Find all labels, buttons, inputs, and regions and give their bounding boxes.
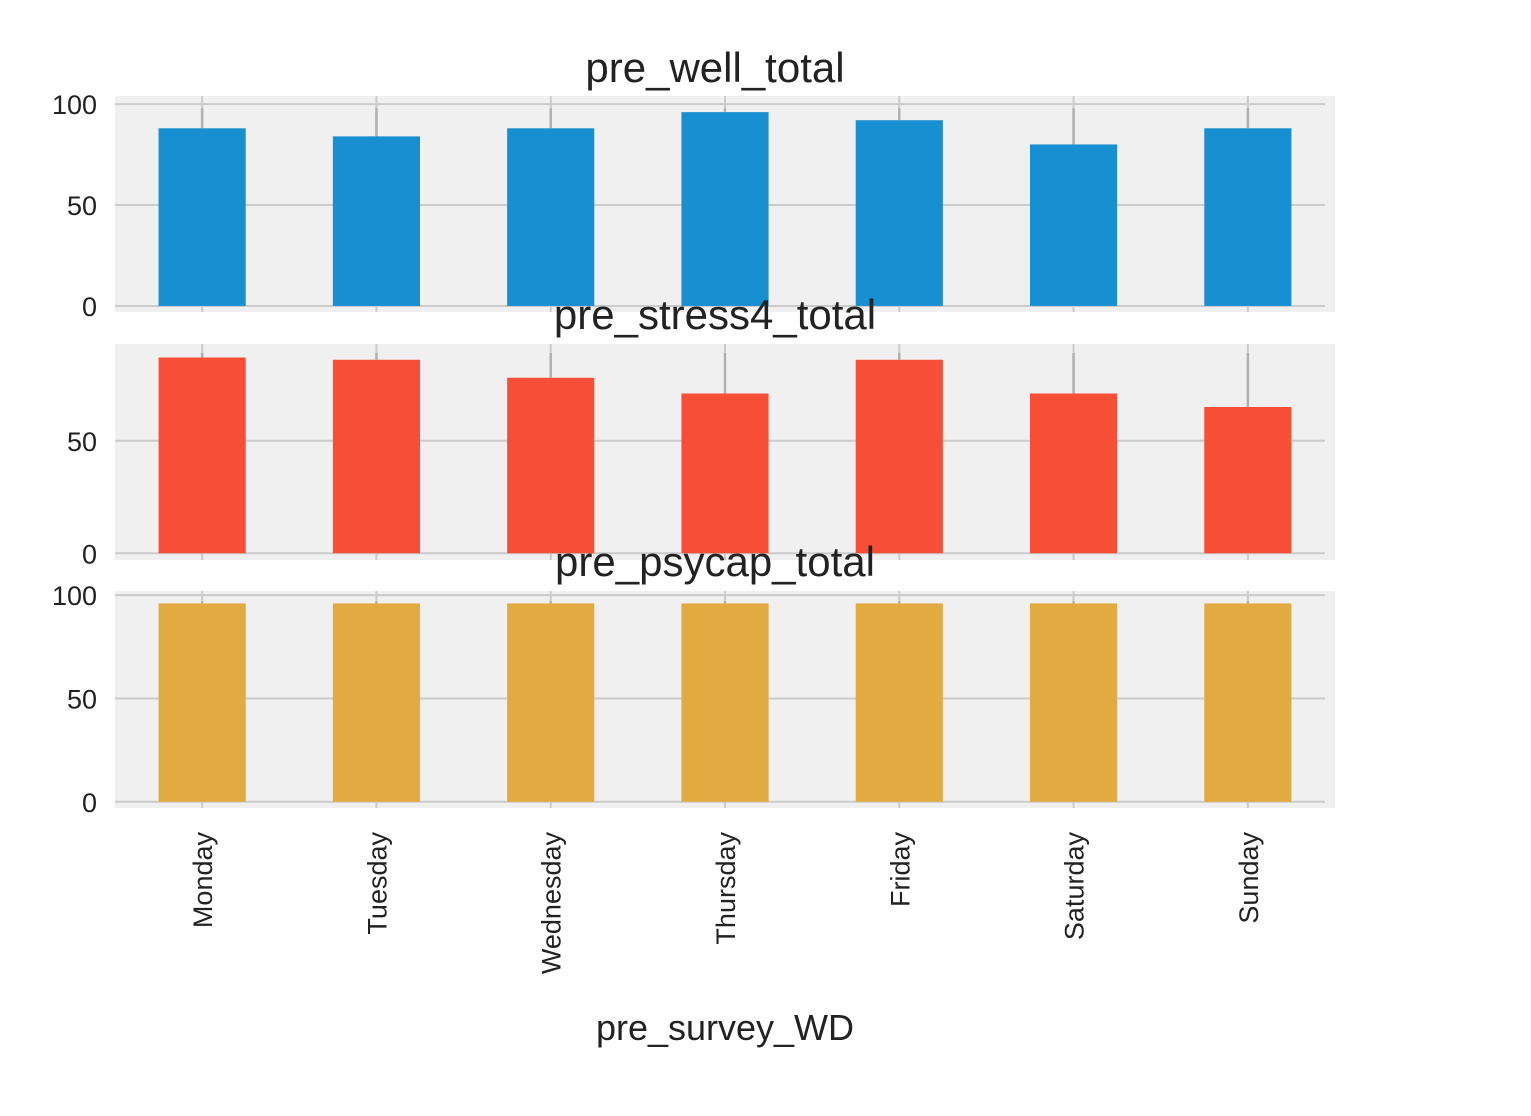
x-tick-label-tuesday: Tuesday xyxy=(362,832,392,935)
bar-thursday xyxy=(681,112,769,306)
x-tick-label-wednesday: Wednesday xyxy=(537,832,567,975)
bar-monday xyxy=(158,128,246,306)
y-tick-label: 50 xyxy=(67,427,97,457)
bar-thursday xyxy=(681,603,769,802)
bar-sunday xyxy=(1204,603,1292,802)
y-tick-label: 100 xyxy=(52,90,97,120)
bar-monday xyxy=(158,357,246,554)
bar-sunday xyxy=(1204,407,1292,554)
x-tick-label-monday: Monday xyxy=(188,832,218,929)
bar-wednesday xyxy=(507,603,595,802)
subplot-title: pre_well_total xyxy=(585,44,844,91)
bar-friday xyxy=(855,120,943,306)
bar-tuesday xyxy=(332,136,420,306)
x-axis-label: pre_survey_WD xyxy=(596,1007,854,1048)
subplot-2: 0 50 pre_stress4_total xyxy=(67,291,1335,569)
y-tick-label: 0 xyxy=(82,539,97,569)
subplot-title: pre_psycap_total xyxy=(555,538,875,585)
x-tick-label-saturday: Saturday xyxy=(1060,832,1090,941)
subplots-group: 0 50 100 pre_well_total 0 50 pre_stress4_total… xyxy=(52,44,1335,974)
bar-saturday xyxy=(1030,144,1118,306)
x-tick-label-friday: Friday xyxy=(885,832,915,908)
y-tick-label: 100 xyxy=(52,581,97,611)
y-tick-label: 0 xyxy=(82,788,97,818)
y-tick-label: 50 xyxy=(67,191,97,221)
x-tick-label-sunday: Sunday xyxy=(1234,832,1264,924)
bar-monday xyxy=(158,603,246,802)
y-tick-label: 0 xyxy=(82,292,97,322)
y-tick-label: 50 xyxy=(67,684,97,714)
bar-saturday xyxy=(1030,393,1118,554)
bar-tuesday xyxy=(332,603,420,802)
subplot-title: pre_stress4_total xyxy=(554,291,876,338)
subplot-1: 0 50 100 pre_well_total xyxy=(52,44,1335,322)
subplot-3: 0 50 100 pre_psycap_total Monday Tuesday Wedne… xyxy=(52,538,1335,974)
bar-thursday xyxy=(681,393,769,554)
bar-saturday xyxy=(1030,603,1118,802)
bar-wednesday xyxy=(507,128,595,306)
bar-friday xyxy=(855,359,943,554)
x-tick-label-thursday: Thursday xyxy=(711,832,741,945)
bar-sunday xyxy=(1204,128,1292,306)
bar-wednesday xyxy=(507,377,595,554)
bar-tuesday xyxy=(332,359,420,554)
bar-friday xyxy=(855,603,943,802)
